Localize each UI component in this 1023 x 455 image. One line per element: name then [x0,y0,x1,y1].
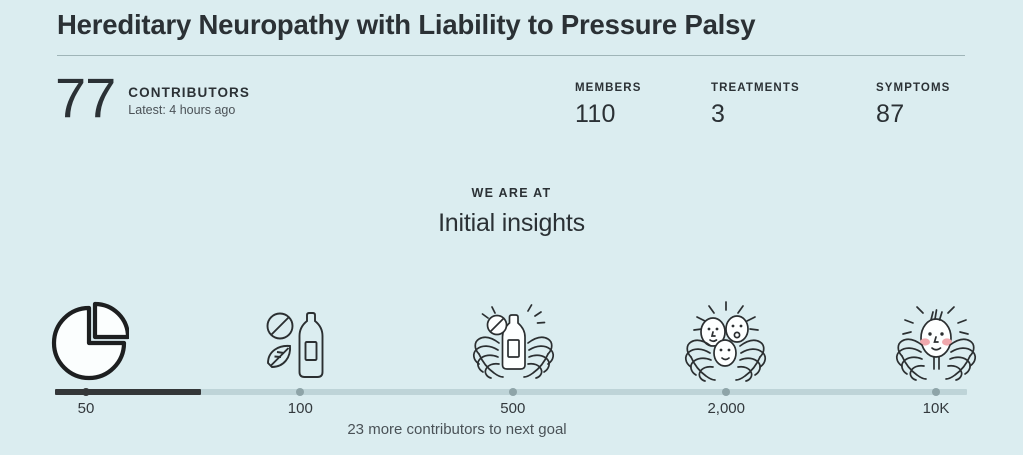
pill-leaf-bottle-icon [266,312,324,378]
contributors-stat: 77 CONTRIBUTORS Latest: 4 hours ago [55,69,250,125]
milestone-icon-10k [881,301,991,383]
page-title: Hereditary Neuropathy with Liability to … [57,9,756,40]
progress-bar[interactable] [55,388,967,396]
contributors-latest: Latest: 4 hours ago [128,103,236,117]
hands-face-icon [895,306,976,381]
milestone-label-50: 50 [77,400,95,417]
milestone-label-10k: 10K [922,400,950,417]
progress-tick-10k[interactable] [931,388,940,396]
milestone-icon-500 [458,303,568,383]
milestone-icon-50 [31,297,141,383]
milestone-progress: 50 100 500 2,000 10K 23 more contributor… [51,283,976,448]
stats-row: 77 CONTRIBUTORS Latest: 4 hours ago MEMB… [0,69,1023,138]
milestone-label-500: 500 [500,400,526,417]
milestone-icon-100 [245,307,355,383]
progress-tick-500[interactable] [508,388,517,396]
stat-members-value: 110 [575,100,616,128]
progress-fill [55,389,201,395]
milestone-icon-row [51,283,976,383]
stat-symptoms-value: 87 [876,100,905,128]
next-goal-text: 23 more contributors to next goal [55,421,967,438]
milestone-label-100: 100 [287,400,313,417]
progress-tick-50[interactable] [82,388,90,396]
stat-symptoms: SYMPTOMS 87 [876,82,950,129]
current-stage: WE ARE AT Initial insights [0,186,1023,238]
stage-name: Initial insights [438,209,585,237]
stat-treatments: TREATMENTS 3 [711,82,800,129]
hands-bottle-icon [472,304,554,379]
stat-members-label: MEMBERS [575,82,642,94]
pie-chart-icon [51,301,129,381]
progress-tick-100[interactable] [296,388,305,396]
milestone-label-2000: 2,000 [707,400,745,417]
progress-tick-2000[interactable] [722,388,731,396]
stat-treatments-label: TREATMENTS [711,82,800,94]
stat-treatments-value: 3 [711,100,726,128]
next-goal-label: 23 more contributors to next goal [347,421,567,438]
stage-kicker: WE ARE AT [471,186,552,200]
stat-members: MEMBERS 110 [575,82,641,129]
milestone-icon-2000 [671,301,781,383]
contributors-label: CONTRIBUTORS [128,85,250,100]
milestone-label-row: 50 100 500 2,000 10K [55,400,967,422]
contributors-count: 77 [55,66,116,129]
stat-symptoms-label: SYMPTOMS [876,82,951,94]
hands-three-faces-icon [685,301,767,382]
header-divider [57,55,965,56]
